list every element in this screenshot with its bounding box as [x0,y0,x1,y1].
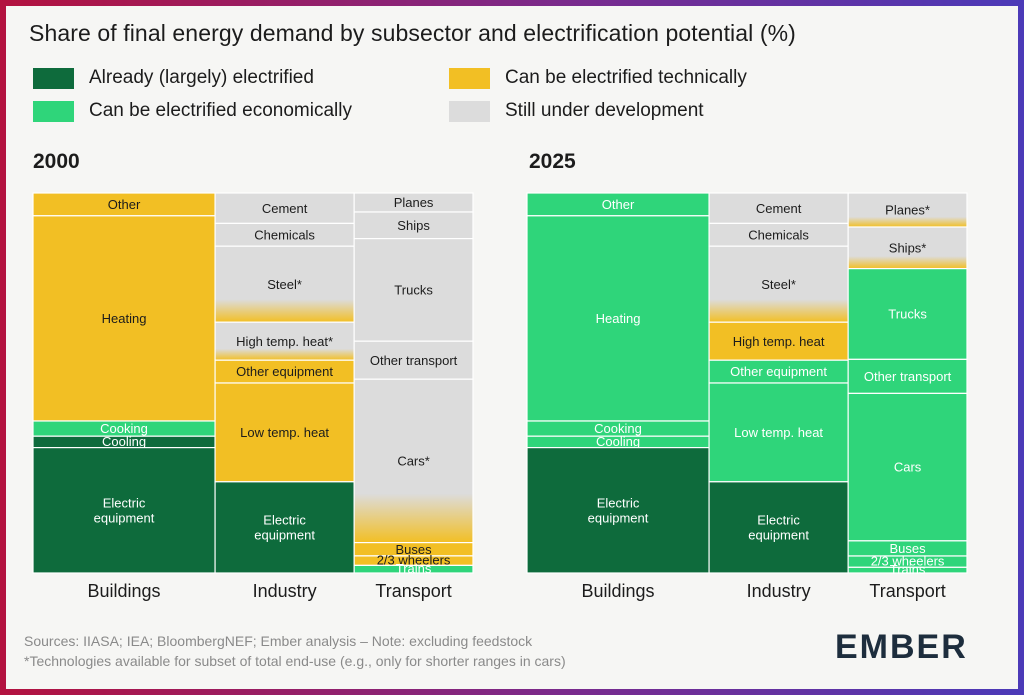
segment-label: Electric [757,512,800,527]
chart-2000: OtherHeatingCookingCoolingElectricequipm… [32,192,474,601]
segment-label: equipment [94,510,155,525]
segment-heating [32,215,216,422]
legend-label: Already (largely) electrified [89,67,314,88]
segment-label: Other equipment [730,364,827,379]
legend-item-technical: Can be electrified technically [449,65,747,91]
segment-electric-equipment [526,447,710,574]
segment-cement [214,192,355,224]
legend-item-development: Still under development [449,98,704,124]
segment-heating [526,215,710,422]
category-label: Transport [375,581,451,601]
chart-2025-title: 2025 [529,150,576,173]
category-label: Transport [869,581,945,601]
legend-label: Still under development [505,100,704,121]
segment-label: Cars [894,460,922,475]
legend-label: Can be electrified economically [89,100,352,121]
legend-label: Can be electrified technically [505,67,747,88]
segment-label: Cement [262,201,308,216]
segment-label: Buses [890,541,927,556]
segment-planes- [847,192,968,228]
segment-label: Electric [263,512,306,527]
segment-label: Planes* [885,203,930,218]
segment-label: Other equipment [236,364,333,379]
segment-label: Chemicals [748,227,809,242]
segment-low-temp-heat [708,382,849,483]
segment-label: Planes [394,195,434,210]
segment-label: Ships* [889,240,927,255]
segment-label: Cooling [596,434,640,449]
ember-logo: EMBER [835,628,968,666]
segment-trucks [847,268,968,360]
legend-swatch-electrified [33,67,74,89]
segment-electric-equipment [214,481,355,574]
category-label: Industry [747,581,811,601]
segment-steel- [708,245,849,323]
segment-label: High temp. heat* [236,334,333,349]
segment-label: Low temp. heat [734,425,823,440]
segment-other-transport [847,358,968,394]
segment-label: Trains [396,561,432,576]
chart-2025: OtherHeatingCookingCoolingElectricequipm… [526,192,968,601]
segment-label: Cars* [397,453,430,468]
segment-label: Other transport [370,353,458,368]
segment-label: Other [108,197,141,212]
segment-label: Ships [397,218,430,233]
segment-electric-equipment [32,447,216,574]
segment-trains [353,564,474,574]
segment-label: Trucks [394,282,433,297]
segment-label: equipment [588,510,649,525]
segment-label: High temp. heat [733,334,825,349]
segment-label: Low temp. heat [240,425,329,440]
chart-2000-title: 2000 [33,150,80,173]
legend-item-economic: Can be electrified economically [33,98,352,124]
segment-label: equipment [748,527,809,542]
legend-swatch-economic [33,100,74,122]
segment-label: Electric [597,495,640,510]
segment-steel- [214,245,355,323]
segment-cars- [353,378,474,544]
segment-ships- [847,226,968,270]
segment-low-temp-heat [214,382,355,483]
segment-label: Chemicals [254,227,315,242]
segment-label: Trucks [888,307,927,322]
segment-label: 2/3 wheelers [377,553,451,568]
footer-sources: Sources: IIASA; IEA; BloombergNEF; Ember… [24,633,533,649]
segment-label: Steel* [761,277,796,292]
category-label: Industry [253,581,317,601]
segment-high-temp-heat [708,321,849,361]
chart-title: Share of final energy demand by subsecto… [29,20,796,46]
segment-trucks [353,238,474,342]
segment-label: Buses [396,542,433,557]
footer-note: *Technologies available for subset of to… [24,653,566,669]
segment-label: Other [602,197,635,212]
segment-label: 2/3 wheelers [871,554,945,569]
segment-ships [353,211,474,240]
category-label: Buildings [582,581,655,601]
segment-label: Cooking [594,421,642,436]
segment-label: Other transport [864,369,952,384]
segment-label: Heating [102,311,147,326]
category-label: Buildings [88,581,161,601]
segment-label: Steel* [267,277,302,292]
segment-label: Heating [596,311,641,326]
legend-swatch-technical [449,67,490,89]
segment-trains [847,566,968,574]
segment-label: equipment [254,527,315,542]
legend-swatch-development [449,100,490,122]
segment-label: Cement [756,201,802,216]
segment-label: Cooling [102,434,146,449]
legend-item-electrified: Already (largely) electrified [33,65,314,91]
segment-label: Trains [890,562,926,577]
segment-high-temp-heat- [214,321,355,361]
segment-label: Cooking [100,421,148,436]
segment-label: Electric [103,495,146,510]
segment-other-transport [353,340,474,380]
